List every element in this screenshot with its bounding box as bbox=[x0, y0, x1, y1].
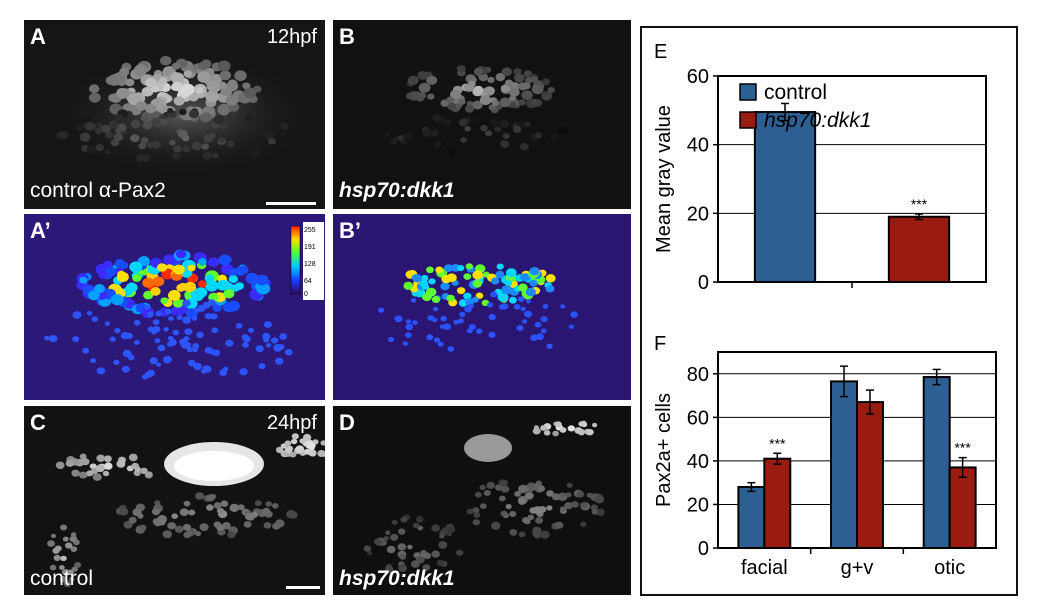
panel-a-timepoint: 12hpf bbox=[266, 26, 317, 48]
panel-b-prime-label: B’ bbox=[339, 218, 361, 243]
chart-f-bar-0-1 bbox=[763, 457, 792, 550]
panel-a-prime-label: A’ bbox=[30, 218, 51, 243]
chart-f-xtick-label-2: otic bbox=[934, 557, 965, 579]
chart-f-ytick-label: 60 bbox=[687, 407, 709, 429]
lut-scale-bar bbox=[290, 225, 301, 295]
panel-b-image bbox=[333, 20, 631, 209]
chart-f-xtick-label-1: g+v bbox=[841, 557, 874, 579]
chart-f-ytick-label: 80 bbox=[687, 364, 709, 386]
chart-e-bar-0 bbox=[753, 111, 817, 283]
panel-a-prime-heatmap bbox=[24, 214, 325, 400]
panel-b: B hsp70:dkk1 bbox=[333, 20, 631, 209]
panel-c-scalebar bbox=[286, 586, 320, 589]
chart-f-ylabel: Pax2a+ cells bbox=[653, 393, 675, 507]
chart-f-bar-2-0 bbox=[922, 376, 951, 549]
chart-panel-ef: E 0 20 40 60 Mean gray value *** control hsp70:d… bbox=[640, 26, 1018, 596]
panel-d-caption: hsp70:dkk1 bbox=[339, 567, 455, 590]
panel-a-label: A bbox=[30, 24, 46, 49]
panel-c-image bbox=[24, 406, 325, 595]
chart-f-ytick-label: 40 bbox=[687, 451, 709, 473]
panel-c-label: C bbox=[30, 410, 46, 435]
chart-e-ytick-label: 0 bbox=[698, 272, 709, 294]
chart-f-bar-2-1 bbox=[948, 466, 977, 549]
lut-tick-0: 0 bbox=[304, 291, 308, 298]
chart-f-bar-1-1 bbox=[856, 401, 884, 550]
lut-tick-128: 128 bbox=[304, 261, 316, 268]
chart-e-ylabel: Mean gray value bbox=[653, 105, 675, 253]
chart-e-legend-label-0: control bbox=[764, 81, 827, 104]
panel-d: D hsp70:dkk1 bbox=[333, 406, 631, 595]
panel-b-caption: hsp70:dkk1 bbox=[339, 179, 455, 202]
chart-e-legend-swatch-0 bbox=[739, 83, 757, 101]
panel-b-prime: B’ bbox=[333, 214, 631, 400]
panel-c-timepoint: 24hpf bbox=[266, 412, 317, 434]
chart-e-legend-swatch-1 bbox=[739, 111, 757, 129]
lut-tick-191: 191 bbox=[304, 244, 316, 251]
chart-e-panel-letter: E bbox=[654, 41, 667, 63]
lut-scale-ticks: 255 191 128 64 0 bbox=[303, 222, 324, 300]
panel-c: C 24hpf control bbox=[24, 406, 325, 595]
chart-e-ytick-label: 60 bbox=[687, 66, 709, 88]
lut-tick-255: 255 bbox=[304, 227, 316, 234]
chart-e-bar-1 bbox=[887, 215, 951, 283]
panel-d-image bbox=[333, 406, 631, 595]
chart-f-ytick-label: 0 bbox=[698, 538, 709, 560]
chart-e-significance: *** bbox=[911, 196, 928, 212]
lut-tick-64: 64 bbox=[304, 278, 312, 285]
panel-c-caption: control bbox=[30, 567, 94, 590]
panel-b-label: B bbox=[339, 24, 355, 49]
panel-a: A 12hpf control α-Pax2 bbox=[24, 20, 325, 209]
chart-e-ytick-label: 40 bbox=[687, 135, 709, 157]
chart-e-legend-label-1: hsp70:dkk1 bbox=[764, 109, 871, 132]
panel-a-prime: A’ 255 191 128 64 0 bbox=[24, 214, 325, 400]
chart-f-bar-0-0 bbox=[737, 486, 766, 549]
chart-f-ytick-label: 20 bbox=[687, 494, 709, 516]
charts-svg: E 0 20 40 60 Mean gray value *** control hsp70:d… bbox=[653, 41, 997, 579]
panel-a-caption: control α-Pax2 bbox=[30, 179, 166, 202]
panel-a-scalebar bbox=[266, 202, 316, 205]
chart-e-ytick-label: 20 bbox=[687, 203, 709, 225]
chart-f-significance-1: *** bbox=[954, 440, 971, 456]
panel-b-prime-heatmap bbox=[333, 214, 631, 400]
panel-a-image bbox=[24, 20, 325, 209]
chart-f-significance-0: *** bbox=[769, 435, 786, 451]
chart-f-bar-1-0 bbox=[830, 380, 858, 549]
chart-f-panel-letter: F bbox=[654, 333, 666, 355]
chart-f-xtick-label-0: facial bbox=[741, 557, 788, 579]
panel-d-label: D bbox=[339, 410, 355, 435]
